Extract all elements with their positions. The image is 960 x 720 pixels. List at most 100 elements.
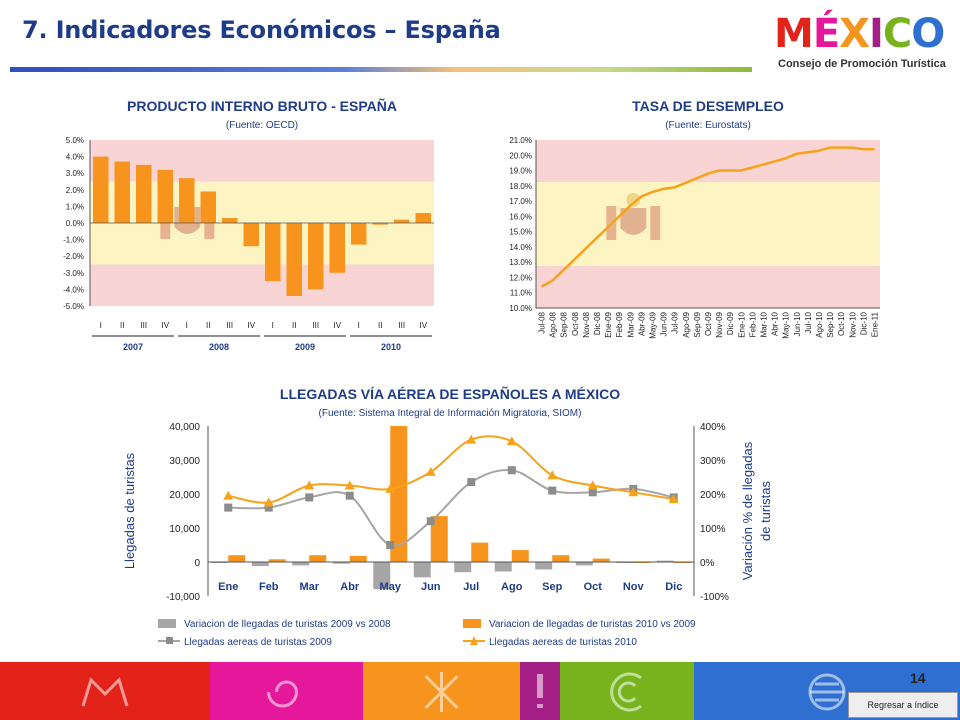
arrivals-x-tick: Abr bbox=[340, 581, 360, 593]
arrivals-right-tick: 100% bbox=[700, 524, 726, 535]
arrivals-left-tick: 10,000 bbox=[169, 524, 200, 535]
unemployment-x-tick: Ene-09 bbox=[604, 311, 613, 337]
arrivals-right-tick: 300% bbox=[700, 456, 726, 467]
gdp-x-tick: III bbox=[140, 321, 147, 330]
arrivals-left-tick: 30,000 bbox=[169, 456, 200, 467]
arrivals-bar bbox=[251, 562, 269, 567]
page-number: 14 bbox=[910, 670, 926, 686]
footer-strip bbox=[0, 662, 960, 720]
arrivals-marker-triangle bbox=[425, 466, 436, 476]
unemployment-y-tick: 20.0% bbox=[509, 151, 532, 160]
arrivals-right-tick: 200% bbox=[700, 490, 726, 501]
unemployment-chart-title: TASA DE DESEMPLEO bbox=[632, 98, 784, 114]
gdp-bar bbox=[415, 213, 431, 223]
gdp-year-label: 2007 bbox=[123, 342, 143, 352]
gdp-y-tick: 5.0% bbox=[66, 136, 84, 145]
arrivals-bar bbox=[268, 559, 286, 562]
sun-icon bbox=[808, 673, 846, 711]
title-underline bbox=[10, 67, 752, 72]
gdp-bar bbox=[93, 156, 109, 223]
unemployment-x-tick: Jun-10 bbox=[793, 311, 802, 336]
unemployment-chart-source: (Fuente: Eurostats) bbox=[665, 120, 751, 131]
arrivals-x-tick: Feb bbox=[259, 581, 279, 593]
arrivals-bar bbox=[413, 562, 431, 578]
arrivals-bar bbox=[552, 555, 570, 562]
arrivals-marker-triangle bbox=[223, 490, 234, 500]
arrivals-legend-swatch bbox=[463, 619, 481, 628]
arrivals-marker-triangle bbox=[344, 480, 355, 490]
unemployment-x-tick: Sep-10 bbox=[826, 311, 835, 337]
footer-block bbox=[210, 662, 363, 720]
arrivals-bar bbox=[332, 562, 350, 564]
gdp-y-tick: -1.0% bbox=[63, 236, 84, 245]
arrivals-legend-marker bbox=[166, 637, 173, 644]
unemployment-x-tick: Ene-11 bbox=[870, 311, 879, 337]
unemployment-line bbox=[540, 146, 875, 288]
arrivals-bar bbox=[471, 542, 489, 562]
unemployment-x-tick: Nov-09 bbox=[715, 311, 724, 337]
arrivals-marker-square bbox=[548, 486, 557, 495]
arrivals-x-tick: Dic bbox=[665, 581, 682, 593]
mural-shape bbox=[81, 677, 129, 707]
arrivals-marker-square bbox=[507, 466, 516, 475]
unemployment-x-tick: Ene-10 bbox=[737, 311, 746, 337]
back-to-index-button[interactable]: Regresar a índice bbox=[848, 692, 958, 718]
mexico-logo: MÉXICO Consejo de Promoción Turística bbox=[774, 14, 950, 78]
arrivals-bar bbox=[309, 555, 327, 562]
gdp-bar bbox=[329, 223, 345, 273]
arrivals-marker-square bbox=[426, 517, 435, 526]
wave-icon bbox=[610, 672, 642, 712]
gdp-chart-source: (Fuente: OECD) bbox=[225, 120, 299, 131]
unemployment-x-tick: Ago-09 bbox=[682, 311, 691, 337]
arrivals-bar bbox=[228, 555, 246, 562]
unemployment-x-tick: Oct-09 bbox=[704, 311, 713, 336]
gdp-bar bbox=[286, 223, 302, 297]
gdp-y-tick: 2.0% bbox=[66, 186, 84, 195]
unemployment-x-tick: May-09 bbox=[649, 311, 658, 338]
arrivals-marker-triangle bbox=[668, 494, 679, 504]
wave-shape bbox=[610, 672, 642, 712]
unemployment-y-tick: 18.0% bbox=[509, 182, 532, 191]
unemployment-x-tick: Nov-10 bbox=[848, 311, 857, 337]
gdp-x-tick: II bbox=[120, 321, 124, 330]
gdp-y-tick: -2.0% bbox=[63, 252, 84, 261]
arrivals-legend-label: Llegadas aereas de turistas 2009 bbox=[184, 637, 332, 648]
unemployment-x-tick: Abr-10 bbox=[771, 311, 780, 336]
gdp-x-tick: I bbox=[186, 321, 188, 330]
unemployment-x-tick: Mar-10 bbox=[759, 311, 768, 337]
arrivals-x-tick: Mar bbox=[299, 581, 319, 593]
gdp-y-tick: -4.0% bbox=[63, 285, 84, 294]
unemployment-y-tick: 16.0% bbox=[509, 212, 532, 221]
arrivals-marker-triangle bbox=[304, 480, 315, 490]
unemployment-x-tick: Jul-09 bbox=[671, 311, 680, 333]
gdp-x-tick: IV bbox=[419, 321, 427, 330]
arrivals-marker-triangle bbox=[628, 487, 639, 497]
gdp-year-label: 2010 bbox=[381, 342, 401, 352]
unemployment-x-tick: Ago-10 bbox=[815, 311, 824, 337]
page-title: 7. Indicadores Económicos – España bbox=[22, 16, 501, 44]
arrivals-line bbox=[228, 468, 674, 547]
gdp-bar bbox=[308, 223, 324, 290]
arrivals-bar bbox=[454, 562, 472, 573]
gdp-x-tick: II bbox=[206, 321, 210, 330]
unemployment-y-tick: 15.0% bbox=[509, 228, 532, 237]
logo-word: MÉXICO bbox=[774, 11, 945, 57]
arrivals-marker-square bbox=[305, 493, 314, 502]
arrivals-chart-title: LLEGADAS VÍA AÉREA DE ESPAÑOLES A MÉXICO bbox=[279, 386, 621, 402]
arrivals-legend-label: Variacion de llegadas de turistas 2010 v… bbox=[489, 619, 696, 630]
arrivals-bar bbox=[430, 516, 448, 562]
unemployment-y-tick: 14.0% bbox=[509, 243, 532, 252]
arrivals-marker-triangle bbox=[506, 436, 517, 446]
gdp-x-tick: I bbox=[272, 321, 274, 330]
arrivals-x-tick: Jul bbox=[463, 581, 479, 593]
unemployment-y-tick: 17.0% bbox=[509, 197, 532, 206]
unemployment-x-tick: Oct-08 bbox=[571, 311, 580, 336]
arrivals-bar bbox=[292, 562, 310, 566]
unemployment-x-tick: Ago-08 bbox=[549, 311, 558, 337]
gdp-bar bbox=[351, 223, 367, 245]
unemployment-x-tick: Dic-10 bbox=[859, 311, 868, 335]
mural-icon bbox=[81, 677, 129, 707]
unemployment-shield bbox=[620, 208, 647, 235]
unemployment-y-tick: 21.0% bbox=[509, 136, 532, 145]
gdp-x-tick: II bbox=[292, 321, 296, 330]
